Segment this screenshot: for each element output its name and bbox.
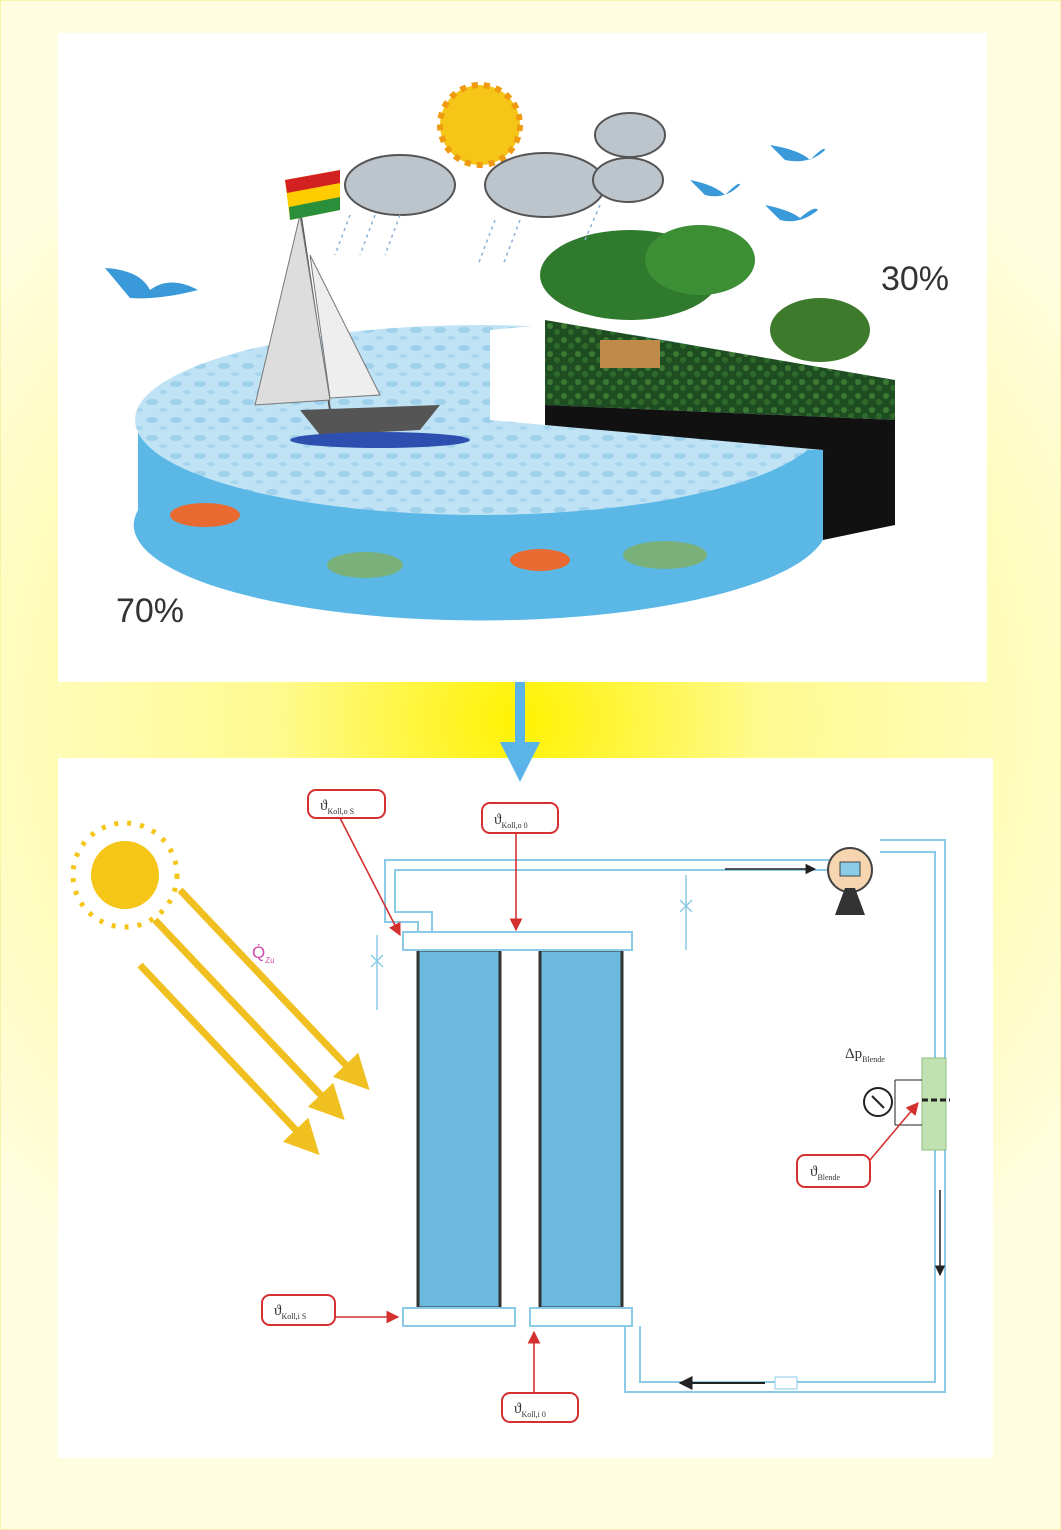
collector-diagram-part [775,1377,797,1389]
land-share: 30% [881,260,949,298]
label-text: Blende [817,1173,840,1182]
label-text: Zu [265,956,274,965]
collector-diagram-part [530,1308,632,1326]
label-text: Δp [845,1046,862,1062]
earth-illustration-part-part [345,155,455,215]
earth-illustration-part-part [327,552,403,578]
label-text: Koll,i S [281,1312,306,1321]
earth-illustration: 70% 30% [58,33,987,682]
earth-illustration-part-part [510,549,570,571]
page: 70% 30% ϑKoll,o S ϑKoll,o 0 Q̇Zu [0,0,1061,1530]
collector-diagram-part [91,841,159,909]
earth-illustration-part-part [170,503,240,527]
label-text: Koll,o S [327,807,354,816]
connector-arrow-part [515,682,525,742]
collector-diagram: ϑKoll,o S ϑKoll,o 0 Q̇Zu ΔpBlende ϑBlend… [58,742,993,1458]
earth-illustration-part [770,298,870,362]
earth-illustration-part [490,325,545,425]
collector-diagram-part [540,950,622,1308]
earth-illustration-part-part [595,113,665,157]
earth-illustration-part-part [623,541,707,569]
earth-illustration-part-part [593,158,663,202]
earth-illustration-part [290,432,470,448]
earth-illustration-part [600,340,660,368]
collector-diagram-part [797,1155,870,1187]
water-share: 70% [116,592,184,630]
earth-illustration-part [645,225,755,295]
label-text: Blende [862,1055,885,1064]
collector-diagram-part [922,1058,946,1150]
collector-diagram-part [840,862,860,876]
collector-diagram-part [403,932,632,950]
collector-diagram-part [418,950,500,1308]
earth-illustration-part [440,85,520,165]
label-text: Koll,o 0 [501,821,527,830]
label-text: Q̇ [252,943,265,962]
earth-illustration-part-part [485,153,605,217]
label-text: Koll,i 0 [521,1410,545,1419]
collector-diagram-part [403,1308,515,1326]
